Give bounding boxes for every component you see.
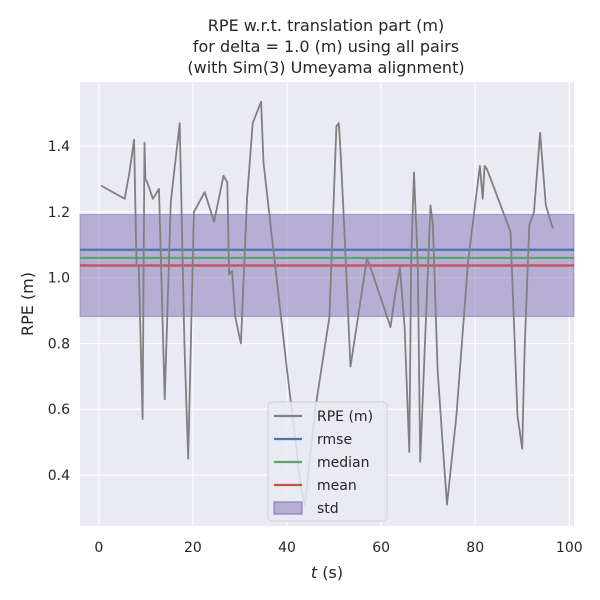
x-tick-label: 40 (278, 540, 296, 556)
legend-label: rmse (317, 432, 352, 448)
x-tick-label: 100 (556, 540, 583, 556)
legend-box (267, 401, 388, 522)
x-tick-label: 20 (184, 540, 202, 556)
chart-title-line-3: (with Sim(3) Umeyama alignment) (187, 58, 464, 77)
x-tick-labels: 0 20 40 60 80 100 (94, 540, 582, 556)
x-tick-label: 0 (94, 540, 103, 556)
y-tick-label: 1.4 (48, 139, 70, 155)
legend-label: RPE (m) (317, 409, 373, 425)
statistic-lines (80, 248, 574, 267)
legend-label: std (317, 501, 339, 517)
legend: RPE (m) rmse median mean std (267, 401, 388, 522)
x-tick-label: 60 (372, 540, 390, 556)
legend-label: mean (317, 478, 357, 494)
y-tick-labels: 0.4 0.6 0.8 1.0 1.2 1.4 (48, 139, 70, 484)
chart-title-line-2: for delta = 1.0 (m) using all pairs (193, 37, 459, 56)
y-tick-label: 0.4 (48, 468, 70, 484)
x-tick-label: 80 (466, 540, 484, 556)
rpe-series-line (100, 100, 554, 506)
y-tick-label: 1.0 (48, 271, 70, 287)
y-tick-label: 0.6 (48, 402, 70, 418)
y-tick-label: 0.8 (48, 336, 70, 352)
x-axis-label: t (s) (311, 563, 343, 582)
y-axis-label: RPE (m) (18, 272, 37, 336)
rpe-series-layer (100, 100, 554, 506)
legend-swatch (273, 501, 303, 515)
y-tick-label: 1.2 (48, 205, 70, 221)
legend-label: median (317, 455, 369, 471)
chart-title-line-1: RPE w.r.t. translation part (m) (208, 16, 444, 35)
